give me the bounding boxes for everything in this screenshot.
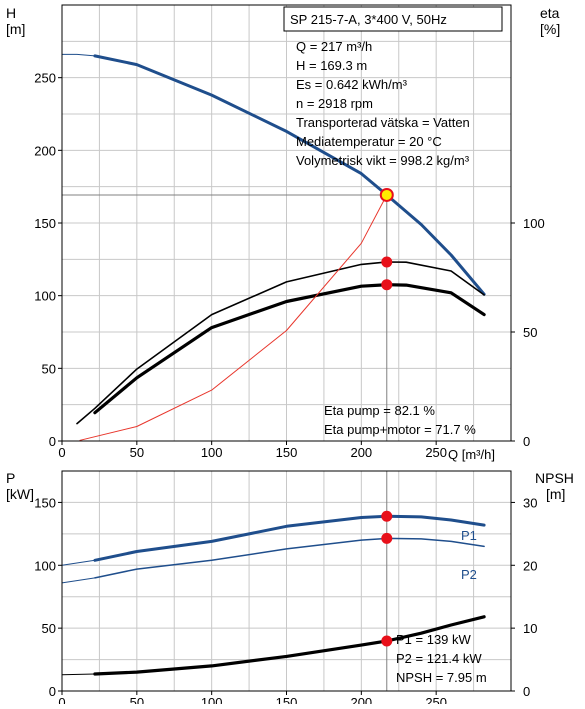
x-tick-label: 200 bbox=[350, 695, 372, 704]
info-q: Q = 217 m³/h bbox=[296, 39, 372, 54]
series-label-p2: P2 bbox=[461, 567, 477, 582]
right-tick-label: 50 bbox=[523, 325, 537, 340]
series-p2 bbox=[94, 537, 485, 579]
x-tick-label: 50 bbox=[130, 445, 144, 460]
marker-duty-point bbox=[379, 187, 394, 202]
left-tick-label: 0 bbox=[49, 684, 56, 699]
series-p2-ext bbox=[61, 577, 96, 584]
top-markers bbox=[379, 187, 394, 291]
top-grid bbox=[62, 5, 511, 441]
info-temperature: Mediatemperatur = 20 °C bbox=[296, 134, 442, 149]
bottom-markers bbox=[381, 510, 393, 647]
chart-title-box bbox=[283, 6, 503, 32]
x-tick-label: 50 bbox=[130, 695, 144, 704]
series-h bbox=[93, 54, 486, 296]
x-tick-label: 250 bbox=[425, 695, 447, 704]
series-eta-pump bbox=[76, 261, 485, 425]
left-tick-label: 200 bbox=[34, 143, 56, 158]
right-tick-label: 20 bbox=[523, 558, 537, 573]
x-tick-label: 150 bbox=[276, 445, 298, 460]
info-h: H = 169.3 m bbox=[296, 58, 367, 73]
x-tick-label: 100 bbox=[201, 445, 223, 460]
marker-eta-pump bbox=[381, 256, 393, 268]
info-density: Volymetrisk vikt = 998.2 kg/m³ bbox=[296, 153, 470, 168]
x-tick-label: 0 bbox=[58, 445, 65, 460]
marker-p2 bbox=[381, 532, 393, 544]
series-npsh bbox=[93, 615, 486, 676]
info-liquid: Transporterad vätska = Vatten bbox=[296, 115, 470, 130]
bottom-grid bbox=[62, 471, 511, 691]
top-left-axis-label-1: H bbox=[6, 5, 16, 21]
top-ticks: 0 50 100 150 200 250 0 50 100 150 200 250 0 50 100 bbox=[34, 71, 544, 460]
left-tick-label: 0 bbox=[49, 434, 56, 449]
left-tick-label: 150 bbox=[34, 495, 56, 510]
left-tick-label: 50 bbox=[42, 621, 56, 636]
bottom-left-axis-label-2: [kW] bbox=[6, 486, 34, 502]
left-tick-label: 250 bbox=[34, 71, 56, 86]
info-es: Es = 0.642 kWh/m³ bbox=[296, 77, 408, 92]
info-eta-total: Eta pump+motor = 71.7 % bbox=[324, 422, 476, 437]
x-tick-label: 250 bbox=[425, 445, 447, 460]
series-h-ext bbox=[61, 53, 96, 57]
left-tick-label: 100 bbox=[34, 289, 56, 304]
top-right-axis-label-2: [%] bbox=[540, 21, 560, 37]
series-curve-red bbox=[79, 194, 388, 441]
right-tick-label: 30 bbox=[523, 495, 537, 510]
series-eta-total bbox=[93, 283, 486, 415]
right-tick-label: 10 bbox=[523, 621, 537, 636]
series-label-p1: P1 bbox=[461, 528, 477, 543]
info-n: n = 2918 rpm bbox=[296, 96, 373, 111]
bottom-series bbox=[61, 471, 486, 691]
right-tick-label: 0 bbox=[523, 434, 530, 449]
marker-npsh bbox=[381, 635, 393, 647]
series-npsh-ext bbox=[61, 673, 96, 676]
x-tick-label: 0 bbox=[58, 695, 65, 704]
left-tick-label: 100 bbox=[34, 558, 56, 573]
marker-eta-total bbox=[381, 279, 393, 291]
x-tick-label: 200 bbox=[350, 445, 372, 460]
series-p1-ext bbox=[61, 559, 96, 566]
top-series bbox=[61, 53, 486, 441]
right-tick-label: 0 bbox=[523, 684, 530, 699]
top-left-axis-label-2: [m] bbox=[6, 21, 25, 37]
info-p1: P1 = 139 kW bbox=[396, 632, 472, 647]
power-info: P1 = 139 kW P2 = 121.4 kW NPSH = 7.95 m bbox=[396, 632, 487, 685]
marker-p1 bbox=[381, 510, 393, 522]
x-tick-label: 150 bbox=[276, 695, 298, 704]
top-x-axis-label: Q [m³/h] bbox=[448, 447, 495, 462]
series-p1 bbox=[93, 514, 486, 562]
info-eta-pump: Eta pump = 82.1 % bbox=[324, 403, 435, 418]
x-tick-label: 100 bbox=[201, 695, 223, 704]
eta-info: Eta pump = 82.1 % Eta pump+motor = 71.7 … bbox=[324, 403, 476, 437]
top-right-axis-label-1: eta bbox=[540, 5, 560, 21]
left-tick-label: 150 bbox=[34, 216, 56, 231]
info-npsh: NPSH = 7.95 m bbox=[396, 670, 487, 685]
bottom-right-axis-label-1: NPSH bbox=[535, 470, 574, 486]
left-tick-label: 50 bbox=[42, 361, 56, 376]
bottom-left-axis-label-1: P bbox=[6, 470, 15, 486]
operating-info: Q = 217 m³/h H = 169.3 m Es = 0.642 kWh/… bbox=[296, 39, 470, 168]
bottom-right-axis-label-2: [m] bbox=[546, 486, 565, 502]
chart-title: SP 215-7-A, 3*400 V, 50Hz bbox=[290, 12, 447, 27]
right-tick-label: 100 bbox=[523, 216, 545, 231]
info-p2: P2 = 121.4 kW bbox=[396, 651, 482, 666]
